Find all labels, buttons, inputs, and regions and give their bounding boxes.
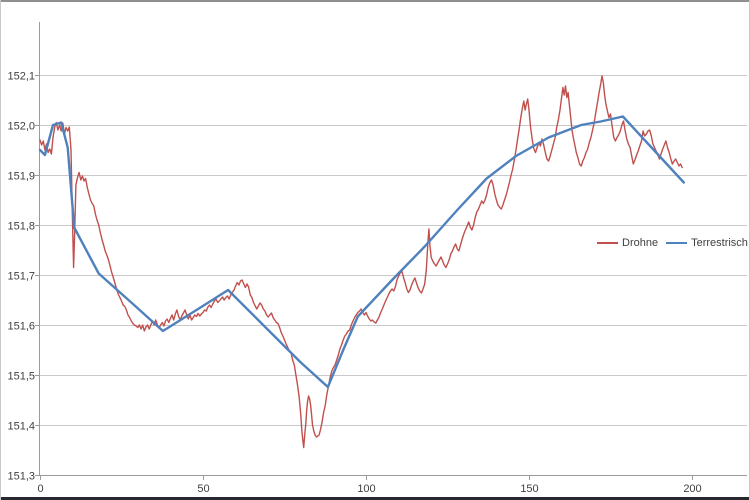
y-tick-label: 152,1 xyxy=(7,71,35,83)
y-tick-label: 151,6 xyxy=(7,321,35,333)
window-top-border xyxy=(1,0,749,2)
legend-label-drohne: Drohne xyxy=(622,237,659,249)
x-tick-label: 150 xyxy=(520,483,538,495)
terrestrisch-line-swatch xyxy=(666,242,688,244)
terrestrisch-series-line[interactable] xyxy=(38,115,685,389)
y-tick-label: 151,8 xyxy=(7,221,35,233)
y-tick-label: 151,4 xyxy=(7,421,35,433)
y-tick-label: 152,0 xyxy=(7,121,35,133)
y-tick-label: 151,9 xyxy=(7,171,35,183)
drohne-line-swatch xyxy=(597,242,618,244)
x-tick-label: 50 xyxy=(197,483,209,495)
y-tick-label: 151,7 xyxy=(7,271,35,283)
x-tick-label: 100 xyxy=(357,483,375,495)
legend-label-terrestrisch: Terrestrisch xyxy=(691,237,748,249)
y-tick-label: 151,3 xyxy=(7,471,35,483)
x-tick-label: 200 xyxy=(683,483,701,495)
x-tick-label: 0 xyxy=(37,483,43,495)
window-bottom-border xyxy=(1,497,749,500)
legend-item-terrestrisch[interactable]: Terrestrisch xyxy=(666,237,748,249)
y-tick-label: 151,5 xyxy=(7,371,35,383)
chart-legend: Drohne Terrestrisch xyxy=(597,237,748,249)
drohne-series-line[interactable] xyxy=(39,75,683,449)
legend-item-drohne[interactable]: Drohne xyxy=(597,237,658,249)
